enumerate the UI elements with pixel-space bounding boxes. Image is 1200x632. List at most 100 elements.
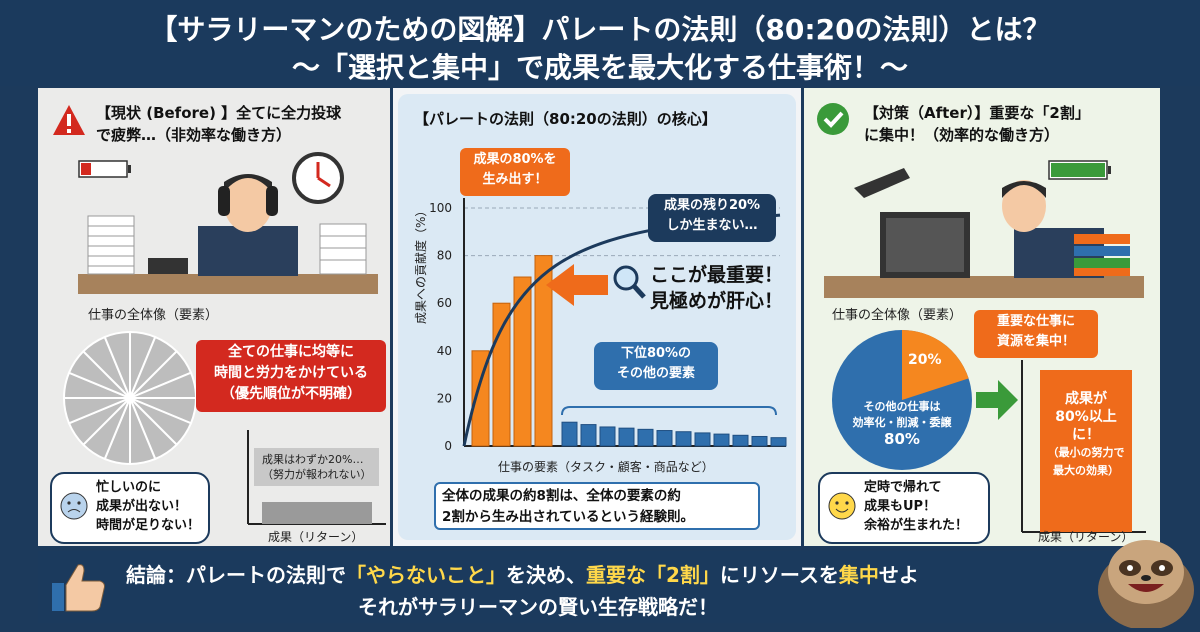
speech-line: 余裕が生まれた！: [864, 518, 969, 533]
focus-callout: 重要な仕事に 資源を集中！: [974, 310, 1098, 358]
bar: [675, 431, 692, 447]
y-tick-label: 20: [437, 391, 452, 405]
check-icon: [816, 102, 850, 140]
conclusion-banner: 結論：パレートの法則で「やらないこと」を決め、重要な「2割」にリソースを集中せよ…: [38, 551, 1160, 623]
bar: [751, 435, 768, 447]
callout-line: 成果の80%を: [473, 152, 557, 167]
summary-box: 全体の成果の約8割は、全体の要素の約 2割から生み出されているという経験則。: [434, 482, 760, 530]
bar: [513, 276, 532, 447]
focused-pie: [828, 326, 978, 480]
bar: [732, 434, 749, 447]
bar: [637, 428, 654, 447]
callout-line: 時間と労力をかけている: [214, 365, 368, 381]
green-arrow-icon: [976, 380, 1020, 424]
conclusion-highlight: 重要な「2割」: [586, 563, 720, 587]
emphasis-text: ここが最重要！ 見極めが肝心！: [650, 262, 783, 314]
bottom-80-callout: 下位80%の その他の要素: [594, 342, 718, 390]
conclusion-line-1: 結論：パレートの法則で「やらないこと」を決め、重要な「2割」にリソースを集中せよ: [126, 559, 919, 588]
conclusion-part: を決め、: [506, 563, 586, 587]
pareto-core-panel: 【パレートの法則（80:20の法則）の核心】 0 20 40 60 80 100 成果への…: [393, 88, 801, 546]
y-tick-label: 0: [444, 439, 452, 453]
pie-80-label: その他の仕事は 効率化・削減・委譲 80%: [840, 398, 964, 448]
bar-line: 成果が: [1065, 391, 1107, 407]
y-tick-label: 80: [437, 249, 452, 263]
x-axis-label: 仕事の要素（タスク・顧客・商品など）: [498, 460, 714, 474]
callout-line: 生み出す！: [482, 172, 548, 187]
conclusion-part: にリソースを: [719, 563, 839, 587]
before-pie-label: 仕事の全体像（要素）: [88, 308, 219, 323]
conclusion-highlight: 集中: [838, 563, 879, 587]
speech-line: 成果が出ない！: [96, 499, 188, 514]
y-tick-label: 60: [437, 296, 452, 310]
smile-face-icon: [828, 492, 856, 524]
callout-line: 全ての仕事に均等に: [228, 344, 354, 360]
small-result-label: 成果はわずか20%… （努力が報われない）: [254, 448, 380, 486]
summary-line: 全体の成果の約8割は、全体の要素の約: [442, 488, 681, 504]
pie-line: 効率化・削減・委譲: [852, 416, 952, 429]
callout-line: （優先順位が不明確）: [221, 386, 361, 402]
bar: [770, 437, 787, 447]
callout-line: 下位80%の: [620, 346, 692, 361]
focused-worker-illustration: [824, 158, 1144, 302]
conclusion-part: 結論：パレートの法則で: [126, 563, 346, 587]
callout-line: 資源を集中！: [996, 334, 1075, 349]
pareto-chart: 0 20 40 60 80 100: [429, 198, 787, 453]
speech-line: 成果もUP！: [864, 499, 937, 514]
magnifier-icon: [612, 264, 646, 304]
chart-box: 【パレートの法則（80:20の法則）の核心】 0 20 40 60 80 100 成果への…: [398, 94, 796, 540]
after-result-label: 成果が 80%以上 に！ （最小の努力で 最大の効果）: [1040, 390, 1132, 480]
bar: [492, 302, 511, 447]
bar: [471, 350, 490, 447]
speech-line: 定時で帰れて: [864, 480, 942, 495]
bar: [599, 426, 616, 447]
after-axis-label: 成果（リターン）: [1038, 530, 1134, 544]
before-heading-2: で疲弊…（非効率な働き方）: [96, 126, 292, 144]
battery-full-icon: [1048, 160, 1112, 184]
emphasis-line: 見極めが肝心！: [650, 290, 784, 312]
after-pie-label: 仕事の全体像（要素）: [832, 308, 963, 323]
bar: [694, 432, 711, 447]
bar: [656, 430, 673, 447]
before-result-chart: [238, 428, 388, 532]
callout-line: その他の要素: [616, 366, 695, 381]
after-heading-2: に集中！（効率的な働き方）: [864, 126, 1060, 144]
after-panel: 【対策（After）】重要な「2割」 に集中！（効率的な働き方） 仕事の全体像（…: [804, 88, 1160, 546]
bar-line: に！: [1072, 427, 1100, 443]
conclusion-line-2: それがサラリーマンの賢い生存戦略だ！: [358, 595, 718, 619]
callout-line: しか生まない…: [666, 218, 758, 233]
summary-line: 2割から生み出されているという経験則。: [442, 509, 694, 525]
pie-line: 80%: [884, 430, 920, 448]
bar-line: （最小の努力で: [1047, 446, 1125, 459]
speech-line: 忙しいのに: [96, 480, 162, 495]
page-subtitle: 〜「選択と集中」で成果を最大化する仕事術！〜: [291, 51, 908, 84]
pie-segment: [103, 330, 131, 399]
before-heading: 【現状 (Before) 】全てに全力投球: [96, 104, 342, 122]
chart-title: 【パレートの法則（80:20の法則）の核心】: [414, 110, 717, 128]
speech-line: 時間が足りない！: [96, 518, 201, 533]
stressed-worker-illustration: [78, 146, 378, 300]
emphasis-line: ここが最重要！: [650, 264, 784, 286]
cumulative-curve: [462, 213, 781, 447]
top-20-callout: 成果の80%を 生み出す！: [460, 148, 570, 196]
callout-line: 重要な仕事に: [996, 314, 1075, 329]
pie-20-label: 20%: [908, 352, 942, 368]
bar: [618, 427, 635, 447]
bar: [713, 433, 730, 447]
callout-line: 成果の残り20%: [663, 198, 761, 213]
sad-face-icon: [60, 492, 88, 524]
thumbs-up-icon: [50, 561, 106, 617]
bar-line: 80%以上: [1055, 409, 1117, 425]
result-line: （努力が報われない）: [262, 468, 372, 481]
before-axis-label: 成果（リターン）: [268, 530, 364, 544]
remaining-callout: 成果の残り20% しか生まない…: [648, 194, 776, 242]
before-panel: 【現状 (Before) 】全てに全力投球 で疲弊…（非効率な働き方） 仕事の全…: [38, 88, 390, 546]
after-heading: 【対策（After）】重要な「2割」: [864, 104, 1090, 122]
before-speech-bubble: 忙しいのに 成果が出ない！ 時間が足りない！: [50, 472, 210, 544]
bar-line: 最大の効果）: [1053, 464, 1119, 477]
bar: [534, 255, 553, 447]
conclusion-part: せよ: [878, 563, 919, 587]
equal-segments-pie: [60, 328, 200, 472]
y-tick-label: 40: [437, 344, 452, 358]
y-tick-label: 100: [429, 201, 452, 215]
warning-icon: [52, 104, 86, 140]
